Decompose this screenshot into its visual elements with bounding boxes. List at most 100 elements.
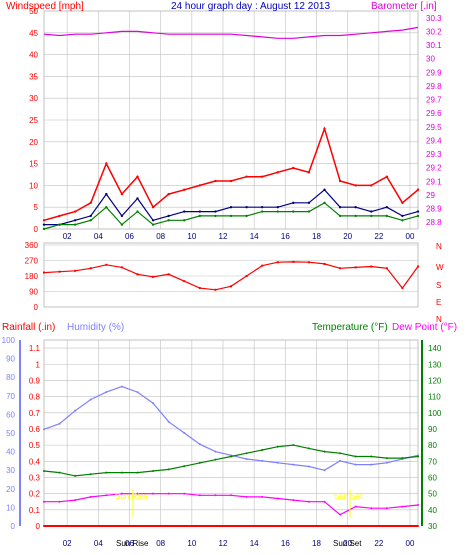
wind-series-point-1	[401, 214, 404, 218]
sunrise-label: Sun Rise	[115, 492, 148, 501]
wind-series-point-0	[42, 219, 46, 222]
rain-tick-label: 0.3	[29, 473, 41, 482]
humidity-tick-label: 20	[6, 485, 15, 494]
wind-x-tick-label: 06	[125, 232, 134, 241]
compass-tick-label: E	[436, 298, 441, 307]
wind-x-tick-label: 02	[63, 232, 72, 241]
rain-tick-label: 0.9	[29, 376, 41, 385]
temp-tick-label: 110	[428, 393, 441, 402]
temp-series-point-1	[323, 469, 326, 472]
temp-series-point-2	[136, 471, 139, 474]
wind-series-point-2	[416, 214, 420, 218]
temp-series-point-2	[307, 447, 310, 450]
wind-series-point-2	[151, 223, 155, 226]
temp-tick-label: 140	[428, 344, 442, 353]
temp-series-point-3	[120, 492, 123, 495]
temp-series-point-1	[89, 398, 92, 401]
wind-series-point-0	[323, 127, 326, 130]
wind-tick-label: 25	[29, 116, 38, 125]
temp-series-point-2	[105, 471, 108, 474]
temp-x-tick-label: 08	[156, 539, 165, 548]
windspeed-axis-label: Windspeed [mph]	[6, 1, 84, 12]
wind-x-tick-label: 08	[156, 232, 165, 241]
wind-x-tick-label: 04	[94, 232, 103, 241]
wind-series-point-0	[338, 179, 342, 183]
wind-series-point-0	[370, 184, 373, 187]
direction-tick-label: 270	[25, 257, 39, 266]
wind-x-tick-label: 00	[406, 232, 415, 241]
direction-point	[43, 271, 45, 274]
temp-series-point-2	[120, 471, 123, 474]
temp-series-point-2	[198, 461, 201, 464]
wind-series-point-0	[354, 184, 357, 187]
humidity-tick-label: 100	[2, 336, 16, 345]
wind-series-point-0	[401, 201, 404, 205]
temp-series-point-3	[245, 495, 248, 498]
temp-x-tick-label: 04	[94, 539, 103, 548]
direction-point	[261, 264, 264, 267]
wind-tick-label: 10	[29, 181, 38, 190]
humidity-tick-label: 10	[6, 503, 15, 512]
direction-point	[385, 267, 388, 270]
direction-point	[292, 260, 295, 263]
wind-series-point-1	[260, 206, 264, 209]
wind-series-point-0	[307, 171, 311, 174]
wind-series-point-2	[198, 214, 202, 218]
barometer-tick-label: 29	[426, 191, 435, 200]
temp-series-point-1	[58, 422, 61, 425]
temp-series-point-3	[198, 494, 201, 497]
direction-point	[136, 273, 139, 276]
rain-tick-label: 0.2	[29, 490, 41, 499]
wind-tick-label: 45	[29, 29, 38, 38]
sunset-axis-marker: Sun Set	[333, 539, 362, 548]
temp-series-point-1	[370, 463, 373, 466]
wind-series-point-0	[73, 210, 77, 213]
wind-series-point-2	[42, 227, 46, 231]
wind-series-point-0	[105, 162, 108, 165]
temp-x-tick-label: 00	[406, 539, 415, 548]
barometer-tick-label: 29.9	[426, 68, 442, 77]
wind-x-tick-label: 18	[312, 232, 321, 241]
chart-title: 24 hour graph day : August 12 2013	[171, 1, 330, 12]
wind-tick-label: 40	[29, 51, 38, 60]
wind-series-point-1	[214, 210, 217, 213]
direction-point	[58, 270, 61, 273]
temp-x-tick-label: 10	[187, 539, 196, 548]
temp-series-point-2	[183, 465, 186, 468]
direction-point	[74, 269, 77, 272]
barometer-tick-label: 30.2	[426, 27, 442, 36]
temp-series-point-0	[401, 525, 404, 527]
temp-series-point-0	[385, 525, 388, 527]
wind-series-point-0	[276, 171, 279, 174]
compass-tick-label: N	[436, 242, 442, 251]
temp-x-tick-label: 20	[343, 539, 352, 548]
temp-series-point-1	[339, 459, 342, 462]
temp-series-point-1	[120, 385, 123, 388]
temp-x-tick-label: 16	[281, 539, 290, 548]
temp-series-point-3	[292, 499, 295, 502]
wind-x-tick-label: 14	[250, 232, 259, 241]
rain-tick-label: 0.4	[29, 457, 41, 466]
temp-series-point-2	[292, 444, 295, 447]
temp-series-point-3	[385, 507, 388, 510]
wind-series-point-0	[245, 175, 248, 178]
rain-tick-label: 0.1	[29, 506, 41, 515]
direction-point	[152, 275, 155, 278]
wind-series-point-2	[260, 210, 264, 213]
temp-series-point-1	[136, 391, 139, 394]
temp-series-point-3	[354, 505, 357, 508]
sunset-label: Sun Set	[334, 492, 363, 501]
wind-series-point-1	[292, 201, 295, 205]
direction-point	[230, 285, 232, 288]
temp-grid	[19, 340, 423, 527]
wind-tick-label: 20	[29, 138, 38, 147]
temp-series-point-3	[417, 503, 419, 506]
direction-point	[339, 267, 342, 270]
humidity-tick-label: 50	[6, 429, 15, 438]
temp-series-point-3	[58, 500, 61, 503]
barometer-tick-label: 29.7	[426, 96, 442, 105]
temp-series-point-1	[198, 443, 201, 446]
wind-x-tick-label: 22	[374, 232, 383, 241]
temp-tick-label: 60	[428, 473, 437, 482]
